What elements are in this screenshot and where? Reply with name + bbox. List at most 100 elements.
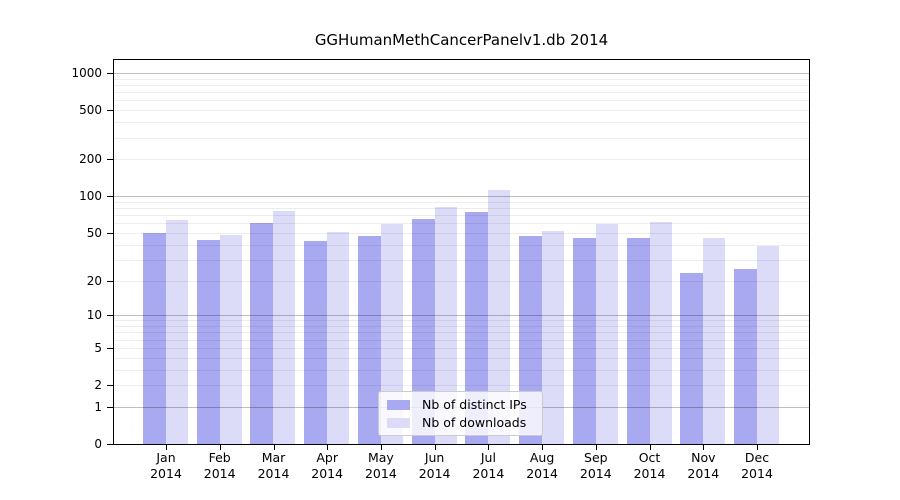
bar-distinct-ips-jun [411,219,435,444]
y-tick-label: 1 [94,399,102,414]
y-tick-label: 50 [86,225,102,240]
y-tick-label: 200 [79,152,102,167]
bar-distinct-ips-nov [680,273,704,444]
bar-downloads-apr [327,231,350,444]
x-tick-mark [434,445,436,450]
gridline-minor [114,92,809,94]
y-tick-mark [107,280,114,282]
y-tick-mark [107,406,114,408]
gridline-minor [114,85,809,86]
x-tick-month: Jun [424,450,445,465]
x-tick-label-apr: Apr 2014 [295,450,359,482]
gridline-major [114,73,809,74]
y-tick-mark [107,196,114,198]
y-tick-label: 1000 [71,66,102,80]
bar-distinct-ips-feb [196,239,220,444]
bar-downloads-nov [703,238,726,444]
legend-swatch-downloads [387,417,410,428]
x-tick-label-jul: Jul 2014 [456,450,520,482]
bar-downloads-jun [434,206,457,444]
y-tick-mark [107,73,114,74]
x-tick-year: 2014 [311,466,344,481]
gridline-minor [114,122,809,124]
legend-label-downloads: Nb of downloads [422,415,527,430]
y-tick-label: 0 [94,437,102,451]
x-tick-year: 2014 [741,466,773,481]
legend-row-downloads: Nb of downloads [379,415,542,430]
gridline-minor [114,347,809,349]
x-tick-month: Nov [691,450,716,465]
gridline-minor [114,201,809,203]
x-tick-month: Feb [208,450,231,465]
chart-title: GGHumanMethCancerPanelv1.db 2014 [314,31,609,49]
x-tick-label-sep: Sep 2014 [564,450,628,482]
gridline-minor [114,215,809,217]
legend-swatch-distinct-ips [387,399,410,410]
bar-distinct-ips-jul [465,212,489,444]
bar-downloads-may [380,224,403,444]
gridline-minor [114,357,809,359]
x-tick-label-jan: Jan 2014 [134,450,198,482]
gridline-minor [114,159,809,161]
x-tick-mark [380,445,382,450]
bar-downloads-jan [166,219,188,444]
x-tick-label-feb: Feb 2014 [188,450,252,482]
bar-distinct-ips-sep [572,238,596,444]
x-tick-month: Oct [638,450,661,465]
x-tick-year: 2014 [203,466,236,481]
y-tick-mark [107,315,114,317]
x-tick-mark [757,445,758,450]
bar-distinct-ips-jan [143,232,166,444]
x-tick-mark [542,445,544,450]
bar-downloads-mar [273,210,296,444]
bar-downloads-jul [488,190,511,444]
gridline-minor [114,137,809,139]
x-tick-month: Dec [744,450,770,465]
x-tick-month: Jan [156,450,176,465]
gridline-minor [114,369,809,371]
x-tick-year: 2014 [472,466,505,481]
x-tick-month: Mar [261,450,286,465]
gridline-minor [114,332,809,334]
y-tick-label: 2 [94,378,102,392]
x-tick-year: 2014 [526,466,558,481]
gridline-minor [114,208,809,209]
gridline-minor [114,110,809,112]
x-tick-label-mar: Mar 2014 [242,450,306,482]
x-tick-label-aug: Aug 2014 [510,450,574,482]
gridline-minor [114,259,809,261]
x-tick-label-dec: Dec 2014 [725,450,789,482]
gridline-minor [114,232,809,234]
plot-area [114,60,809,444]
gridline-minor [114,280,809,282]
gridline-minor [114,223,809,225]
gridline-major [114,315,809,317]
bar-downloads-aug [542,230,565,444]
y-tick-label: 10 [86,308,102,323]
x-tick-mark [166,445,167,450]
y-tick-label: 5 [94,340,102,355]
x-tick-month: Sep [584,450,608,465]
x-tick-mark [219,445,221,450]
legend-row-distinct-ips: Nb of distinct IPs [379,397,542,412]
x-tick-mark [327,445,329,450]
bar-downloads-feb [219,235,242,444]
y-tick-label: 100 [79,189,102,204]
gridline-minor [114,339,809,341]
x-tick-month: Jul [480,450,496,465]
gridline-minor [114,320,809,322]
x-tick-year: 2014 [150,466,182,481]
bar-distinct-ips-may [357,236,381,444]
x-tick-year: 2014 [364,466,397,481]
y-tick-label: 500 [79,103,102,118]
bar-distinct-ips-apr [304,240,328,444]
bar-distinct-ips-dec [734,269,757,444]
x-tick-mark [273,445,275,450]
y-tick-mark [107,159,114,161]
x-tick-month: Apr [316,450,338,465]
x-tick-mark [703,445,705,450]
x-tick-label-jun: Jun 2014 [403,450,467,482]
x-tick-label-oct: Oct 2014 [618,450,682,482]
bar-downloads-sep [595,224,618,444]
